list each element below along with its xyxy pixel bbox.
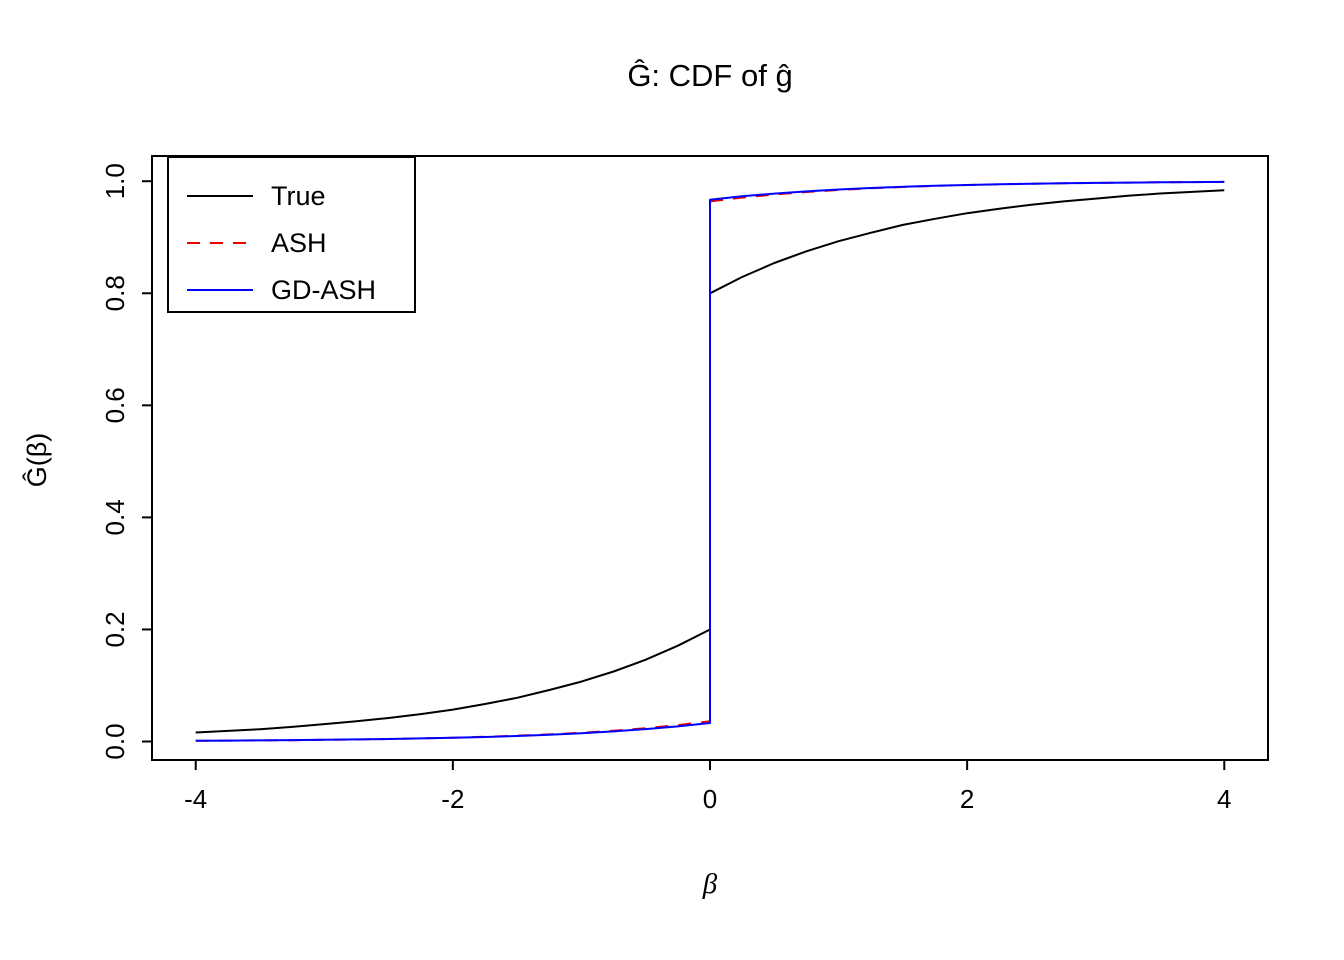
legend-box <box>167 156 416 313</box>
y-tick-label: 0.0 <box>100 723 130 759</box>
x-tick-label: -2 <box>441 784 464 814</box>
legend-label-gd-ash: GD-ASH <box>271 275 376 305</box>
y-tick-label: 0.2 <box>100 611 130 647</box>
y-axis-label: Ĝ(β) <box>21 433 52 488</box>
series-line-gd-ash <box>195 180 1225 742</box>
x-tick-label: -4 <box>184 784 207 814</box>
legend: True ASH GD-ASH <box>167 156 416 313</box>
chart-title: Ĝ: CDF of ĝ <box>627 58 792 93</box>
series-lines <box>195 180 1225 742</box>
x-axis-label: β <box>702 868 718 900</box>
y-tick-label: 0.6 <box>100 387 130 423</box>
axes: -4 -2 0 2 4 0.0 0.2 0.4 0.6 0.8 1.0 <box>100 163 1232 814</box>
y-tick-label: 0.8 <box>100 275 130 311</box>
y-tick-label: 1.0 <box>100 163 130 199</box>
x-tick-label: 2 <box>960 784 974 814</box>
y-tick-label: 0.4 <box>100 499 130 535</box>
x-tick-label: 4 <box>1217 784 1231 814</box>
x-tick-label: 0 <box>703 784 717 814</box>
legend-label-true: True <box>271 181 326 211</box>
legend-label-ash: ASH <box>271 228 327 258</box>
